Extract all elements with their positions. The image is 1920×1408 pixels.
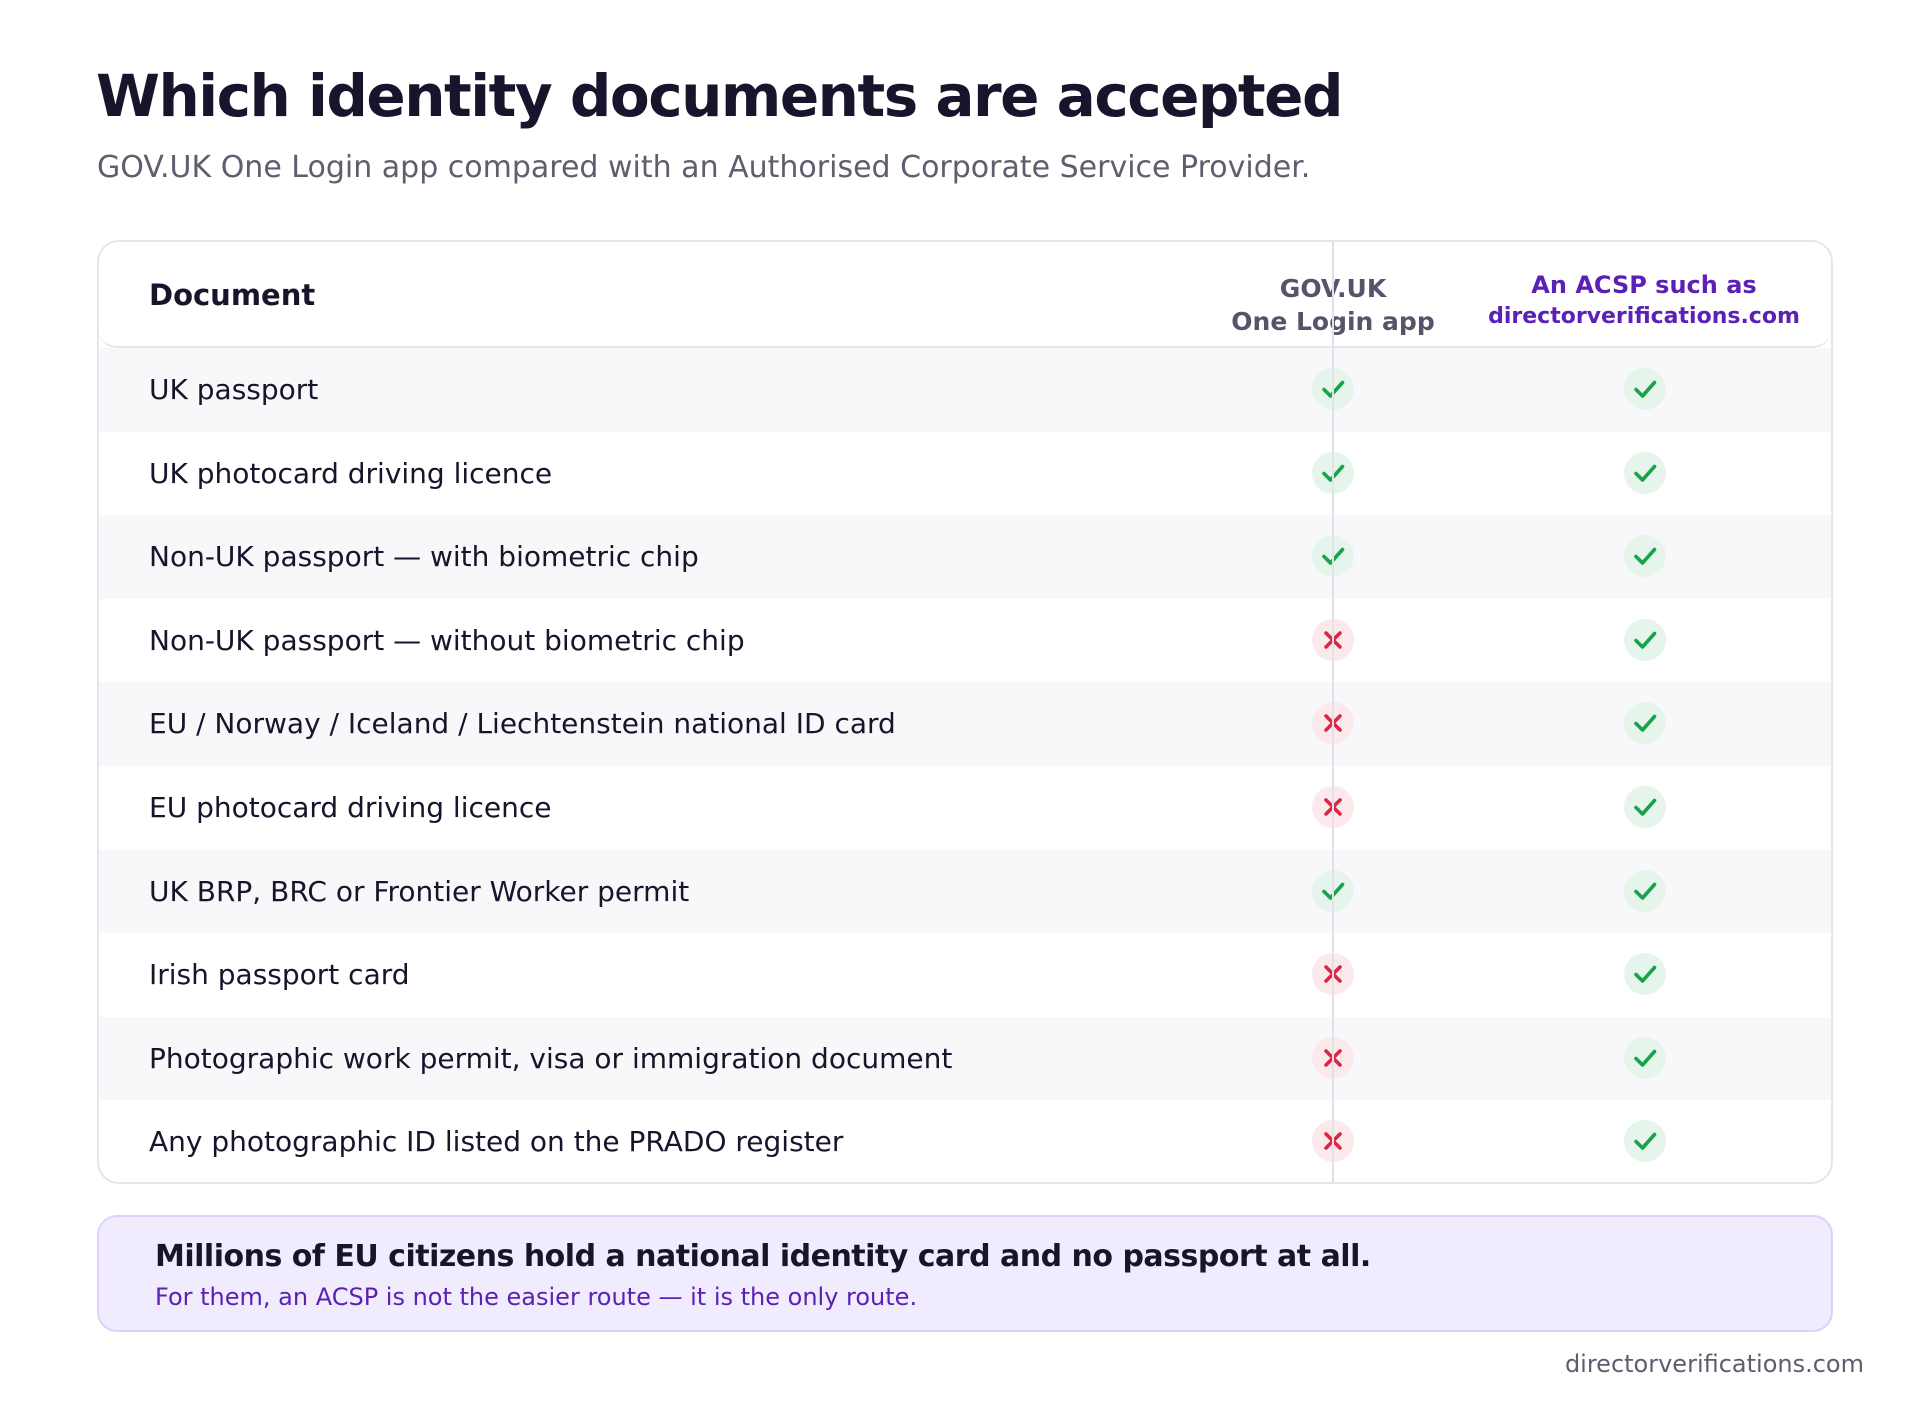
comparison-table: Document GOV.UK One Login app An ACSP su…	[97, 240, 1833, 1184]
table-row: UK passport	[99, 348, 1831, 432]
document-name: Non-UK passport — with biometric chip	[149, 540, 699, 574]
document-name: Irish passport card	[149, 958, 410, 992]
header-acsp: An ACSP such as directorverifications.co…	[1471, 268, 1817, 332]
check-icon	[1624, 953, 1666, 996]
document-name: Non-UK passport — without biometric chip	[149, 623, 745, 657]
header-document: Document	[149, 278, 316, 312]
document-name: EU / Norway / Iceland / Liechtenstein na…	[149, 707, 896, 741]
callout-box: Millions of EU citizens hold a national …	[97, 1215, 1833, 1332]
table-row: Any photographic ID listed on the PRADO …	[99, 1100, 1831, 1182]
callout-title: Millions of EU citizens hold a national …	[155, 1239, 1371, 1274]
callout-subtitle: For them, an ACSP is not the easier rout…	[155, 1283, 918, 1311]
document-name: EU photocard driving licence	[149, 790, 552, 824]
table-body: UK passport UK photocard driving licence N…	[99, 348, 1831, 1182]
table-header: Document GOV.UK One Login app An ACSP su…	[99, 242, 1831, 348]
column-divider	[1332, 242, 1334, 1182]
check-icon	[1624, 451, 1666, 494]
check-icon	[1624, 785, 1666, 828]
header-acsp-line2: directorverifications.com	[1488, 304, 1800, 329]
document-name: Any photographic ID listed on the PRADO …	[149, 1125, 844, 1159]
document-name: UK passport	[149, 373, 319, 406]
footer-brand: directorverifications.com	[1564, 1350, 1864, 1378]
document-name: Photographic work permit, visa or immigr…	[149, 1041, 953, 1075]
table-row: Non-UK passport — with biometric chip	[99, 515, 1831, 599]
page-subtitle: GOV.UK One Login app compared with an Au…	[97, 150, 1311, 185]
check-icon	[1624, 869, 1666, 912]
check-icon	[1624, 1036, 1666, 1079]
check-icon	[1624, 368, 1666, 410]
table-row: UK photocard driving licence	[99, 432, 1831, 516]
check-icon	[1624, 618, 1666, 661]
table-row: Photographic work permit, visa or immigr…	[99, 1016, 1831, 1101]
table-row: Irish passport card	[99, 933, 1831, 1017]
check-icon	[1624, 1120, 1666, 1163]
check-icon	[1624, 535, 1666, 578]
table-row: EU photocard driving licence	[99, 766, 1831, 850]
table-row: EU / Norway / Iceland / Liechtenstein na…	[99, 682, 1831, 766]
page-title: Which identity documents are accepted	[96, 62, 1344, 130]
check-icon	[1624, 702, 1666, 745]
document-name: UK BRP, BRC or Frontier Worker permit	[149, 874, 690, 908]
table-row: Non-UK passport — without biometric chip	[99, 599, 1831, 683]
table-row: UK BRP, BRC or Frontier Worker permit	[99, 849, 1831, 934]
document-name: UK photocard driving licence	[149, 456, 553, 490]
header-acsp-line1: An ACSP such as	[1531, 271, 1757, 299]
